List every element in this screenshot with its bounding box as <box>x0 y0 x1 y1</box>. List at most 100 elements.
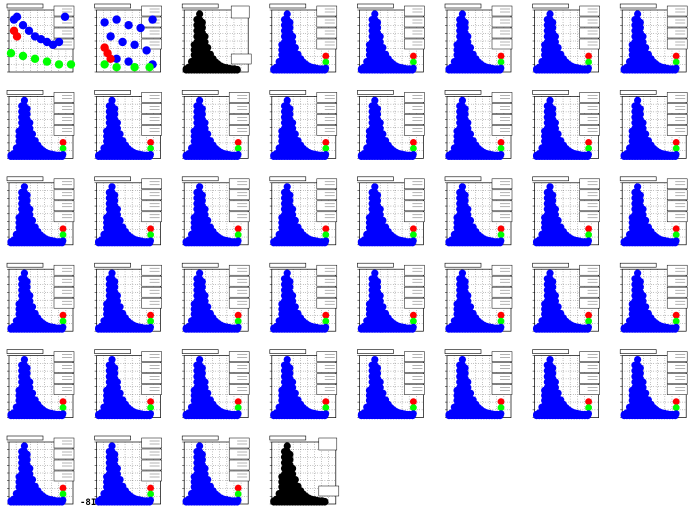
stat-box <box>316 373 338 384</box>
data-point <box>204 44 212 52</box>
data-point-blue <box>59 151 67 158</box>
data-point-red <box>59 139 67 146</box>
data-point-blue <box>458 269 467 277</box>
data-point-blue <box>636 278 644 286</box>
stat-box <box>141 5 162 17</box>
data-point-blue <box>585 64 592 72</box>
data-point-blue <box>373 283 382 291</box>
stat-box <box>316 200 338 212</box>
data-point-blue <box>636 191 644 199</box>
plot-panel <box>181 3 252 74</box>
data-point <box>124 57 133 66</box>
plot-panel <box>94 90 162 160</box>
data-point-blue <box>288 378 297 386</box>
stat-box <box>666 200 688 212</box>
stat-box <box>579 200 600 212</box>
data-point-blue <box>113 292 121 300</box>
stat-box <box>141 351 162 362</box>
data-point-green <box>59 404 67 411</box>
stat-box <box>579 189 600 201</box>
panel-title-box <box>619 262 657 268</box>
data-point-blue <box>201 384 209 392</box>
stat-box <box>666 297 688 309</box>
data-point-blue <box>59 237 67 245</box>
data-point-blue <box>636 110 644 118</box>
data-point-blue <box>464 292 472 300</box>
stat-box <box>141 200 162 212</box>
data-point-blue <box>26 384 34 392</box>
plot-panel <box>532 3 600 74</box>
data-point-green <box>585 58 592 66</box>
data-point-green <box>497 58 505 66</box>
data-point-blue <box>283 269 291 277</box>
data-point-green <box>234 231 242 239</box>
data-point-blue <box>497 237 505 245</box>
data-point-blue <box>198 191 206 199</box>
data-point-blue <box>116 303 124 311</box>
data-point-blue <box>28 216 37 224</box>
data-point-blue <box>288 384 297 392</box>
data-point-green <box>672 145 680 152</box>
data-point-blue <box>466 216 475 224</box>
plot-panel <box>6 262 75 333</box>
plot-panel <box>444 3 513 74</box>
stat-box <box>404 27 425 39</box>
stat-box <box>579 264 600 276</box>
stat-box <box>579 92 600 103</box>
data-point-blue <box>196 356 204 364</box>
data-point-blue <box>196 183 204 191</box>
stat-box <box>141 92 162 103</box>
stat-box <box>228 178 250 190</box>
plot-panel <box>6 176 75 247</box>
plot-panel <box>181 176 250 247</box>
data-point-blue <box>147 323 154 331</box>
data-point-blue <box>322 151 330 158</box>
data-point-blue <box>546 183 554 191</box>
stat-box <box>316 5 338 17</box>
data-point-red <box>497 311 505 319</box>
data-point-blue <box>291 44 299 52</box>
data-point-blue <box>288 32 297 40</box>
stat-box <box>316 275 338 287</box>
stat-box <box>404 362 425 373</box>
data-point <box>148 15 157 24</box>
data-point-blue <box>672 64 680 72</box>
data-point-blue <box>554 303 562 311</box>
plot-panel <box>269 3 338 74</box>
data-point-green <box>147 404 154 411</box>
data-point-red <box>234 398 242 405</box>
data-point-blue <box>497 151 505 158</box>
panel-title-box <box>444 3 482 9</box>
data-point-blue <box>288 211 297 219</box>
panel-title-box <box>94 176 131 182</box>
stat-box <box>404 373 425 384</box>
stat-box <box>141 38 162 50</box>
data-point-green <box>585 145 592 152</box>
data-point-blue <box>291 130 299 138</box>
data-point-blue <box>497 323 505 331</box>
data-point-blue <box>464 211 472 219</box>
stat-box <box>404 114 425 125</box>
plot-panel <box>94 349 162 420</box>
stat-box <box>666 92 688 103</box>
stat-box <box>579 5 600 17</box>
data-point-green <box>672 231 680 239</box>
data-point-blue <box>376 292 384 300</box>
data-point-blue <box>585 237 592 245</box>
plot-panel <box>619 176 688 247</box>
data-point-blue <box>283 10 291 18</box>
data-point-red <box>672 311 680 319</box>
data-point-green <box>497 145 505 152</box>
data-point-blue <box>549 105 557 113</box>
data-point-blue <box>379 216 387 224</box>
data-point-blue <box>28 389 37 397</box>
data-point-green <box>322 317 330 325</box>
plot-panel <box>6 90 75 160</box>
data-point-blue <box>291 216 299 224</box>
data-point-blue <box>379 303 387 311</box>
data-point-blue <box>234 237 242 245</box>
data-point-blue <box>464 119 472 127</box>
data-point-blue <box>204 303 212 311</box>
stat-box <box>316 92 338 103</box>
data-point <box>130 63 139 72</box>
